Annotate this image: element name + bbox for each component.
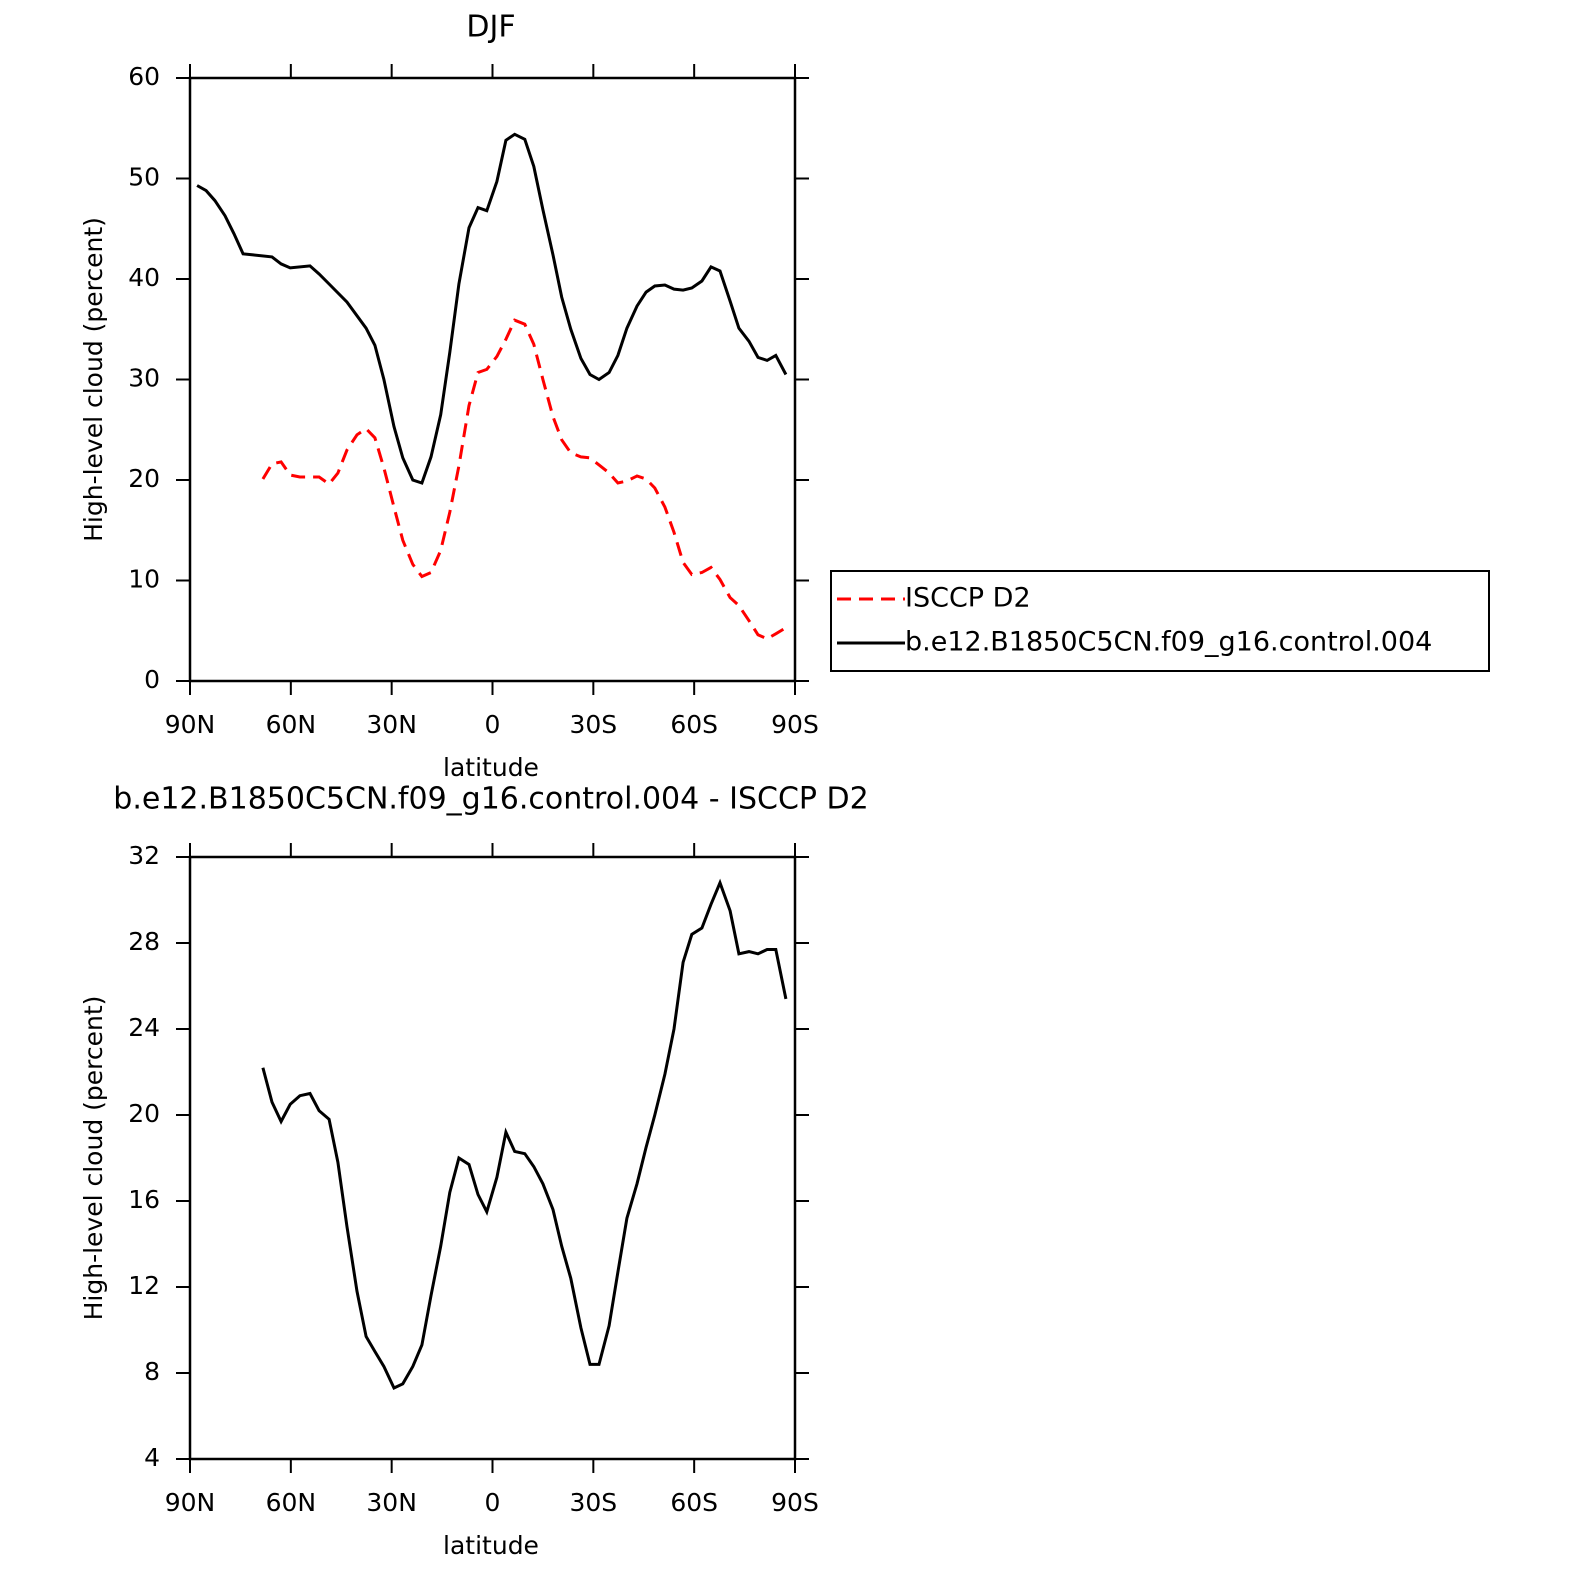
y-tick-label: 0 <box>144 665 160 694</box>
y-tick-label: 30 <box>128 364 160 393</box>
x-tick-label: 60S <box>670 710 718 739</box>
y-tick-label: 10 <box>128 565 160 594</box>
x-axis-label: latitude <box>443 753 539 782</box>
y-tick-label: 28 <box>128 927 160 956</box>
x-tick-label: 90N <box>165 710 216 739</box>
x-tick-label: 90S <box>771 710 819 739</box>
data-line <box>261 318 787 641</box>
x-tick-label: 30N <box>366 1488 417 1517</box>
x-tick-label: 90S <box>771 1488 819 1517</box>
legend-label: ISCCP D2 <box>905 583 1031 614</box>
y-axis-label: High-level cloud (percent) <box>79 217 108 542</box>
x-tick-label: 30S <box>569 1488 617 1517</box>
x-tick-label: 60N <box>266 710 317 739</box>
legend-label: b.e12.B1850C5CN.f09_g16.control.004 <box>905 627 1432 658</box>
y-tick-label: 12 <box>128 1271 160 1300</box>
plot-frame <box>188 76 797 683</box>
y-tick-label: 32 <box>128 841 160 870</box>
y-tick-label: 40 <box>128 263 160 292</box>
x-tick-label: 60S <box>670 1488 718 1517</box>
y-tick-label: 20 <box>128 1099 160 1128</box>
y-tick-label: 20 <box>128 464 160 493</box>
y-tick-label: 24 <box>128 1013 160 1042</box>
chart-title: DJF <box>466 10 515 45</box>
x-axis-label: latitude <box>443 1531 539 1560</box>
y-tick-label: 50 <box>128 163 160 192</box>
plot-frame <box>188 855 797 1461</box>
x-tick-label: 60N <box>266 1488 317 1517</box>
x-tick-label: 0 <box>485 710 501 739</box>
x-tick-label: 30N <box>366 710 417 739</box>
y-tick-label: 8 <box>144 1357 160 1386</box>
legend-box <box>830 570 1490 672</box>
y-tick-label: 16 <box>128 1185 160 1214</box>
chart-title: b.e12.B1850C5CN.f09_g16.control.004 - IS… <box>113 782 868 817</box>
x-tick-label: 30S <box>569 710 617 739</box>
data-line <box>261 878 788 1391</box>
y-tick-label: 60 <box>128 62 160 91</box>
y-axis-label: High-level cloud (percent) <box>79 996 108 1321</box>
x-tick-label: 90N <box>165 1488 216 1517</box>
x-tick-label: 0 <box>485 1488 501 1517</box>
data-line <box>196 132 788 485</box>
y-tick-label: 4 <box>144 1443 160 1472</box>
